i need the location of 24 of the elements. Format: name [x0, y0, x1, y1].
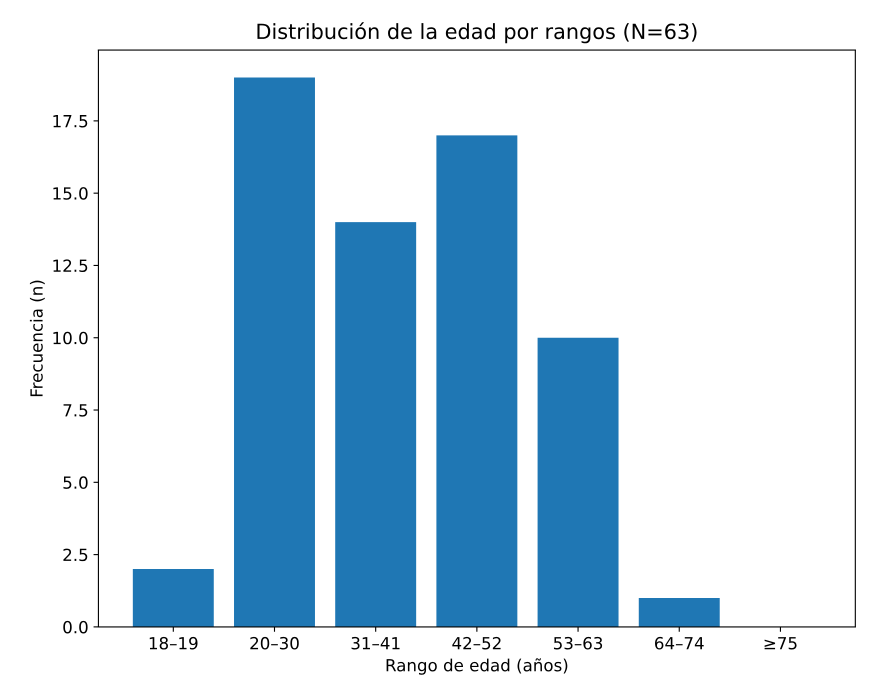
y-tick-label: 17.5 — [53, 115, 88, 128]
x-tick-label: 42–52 — [452, 636, 501, 650]
y-tick-label: 15.0 — [53, 187, 88, 200]
bar — [638, 598, 720, 627]
bar — [436, 135, 518, 627]
y-axis-title: Frecuencia (n) — [30, 280, 45, 396]
bar — [132, 569, 214, 627]
chart-title: Distribución de la edad por rangos (N=63) — [257, 22, 697, 44]
y-tick-label: 5.0 — [63, 476, 88, 489]
y-tick-label: 12.5 — [53, 259, 88, 272]
bar — [234, 78, 315, 627]
x-tick-label: 31–41 — [352, 636, 400, 650]
x-tick-label: 18–19 — [150, 636, 198, 650]
y-tick-label: 7.5 — [64, 404, 88, 417]
bar — [538, 338, 619, 627]
x-axis-title: Rango de edad (años) — [386, 658, 568, 675]
x-tick-label: 64–74 — [655, 636, 704, 650]
y-tick-label: 2.5 — [63, 548, 88, 562]
x-tick-label: ≥75 — [764, 637, 797, 650]
y-tick-label: 0.0 — [63, 620, 88, 634]
y-tick-label: 10.0 — [53, 332, 88, 344]
bar — [335, 222, 416, 627]
x-tick-label: 53–63 — [554, 636, 602, 650]
x-tick-label: 20–30 — [250, 636, 299, 650]
